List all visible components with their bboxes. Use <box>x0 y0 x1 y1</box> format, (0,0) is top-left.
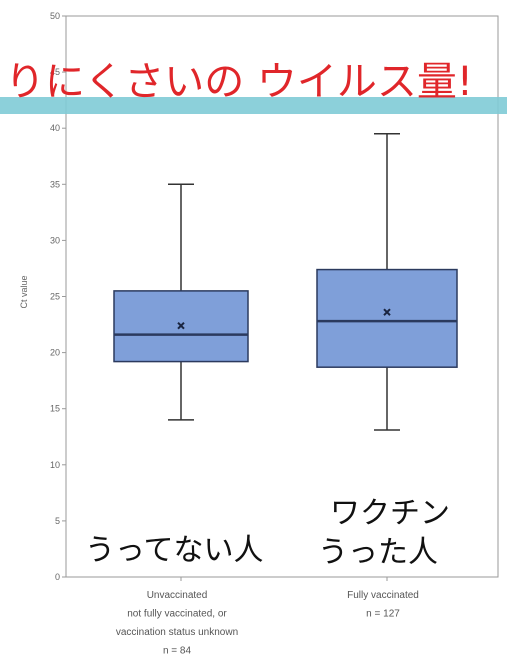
mean-marker-stroke <box>383 308 391 316</box>
y-tick-label: 40 <box>50 123 60 133</box>
y-tick-label: 45 <box>50 67 60 77</box>
y-tick-label: 50 <box>50 11 60 21</box>
y-tick-label: 10 <box>50 460 60 470</box>
y-tick-label: 20 <box>50 348 60 358</box>
y-tick-label: 15 <box>50 404 60 414</box>
annotation-right-line2: うった人 <box>318 535 438 570</box>
annotation-right-line1: ワクチン <box>330 496 450 531</box>
highlight-band <box>0 97 507 114</box>
annotation-top-red: りにくさいの ウイルス量! <box>5 59 473 105</box>
annotation-left: うってない人 <box>85 533 264 568</box>
y-tick-label: 35 <box>50 179 60 189</box>
y-tick-label: 25 <box>50 292 60 302</box>
category-label-line: Fully vaccinated <box>347 590 419 601</box>
category-label-line: n = 84 <box>163 646 192 657</box>
mean-marker <box>383 308 391 316</box>
box-1 <box>316 133 458 431</box>
category-label-line: vaccination status unknown <box>116 627 238 638</box>
category-label-line: Unvaccinated <box>147 590 208 601</box>
mean-marker-stroke <box>177 321 185 330</box>
boxes <box>113 133 458 581</box>
y-tick-label: 0 <box>55 572 60 582</box>
y-axis-title: Ct value <box>19 275 29 308</box>
y-tick-label: 5 <box>55 516 60 526</box>
mean-marker <box>177 321 185 330</box>
iqr-box <box>316 268 458 368</box>
y-tick-label: 30 <box>50 235 60 245</box>
box-0 <box>113 183 249 421</box>
category-label-line: not fully vaccinated, or <box>127 609 227 620</box>
category-labels: Unvaccinated not fully vaccinated, or vacc… <box>116 590 419 657</box>
y-axis: 0 5 10 15 20 25 30 35 40 45 50 <box>50 11 66 582</box>
category-label-line: n = 127 <box>366 609 400 620</box>
